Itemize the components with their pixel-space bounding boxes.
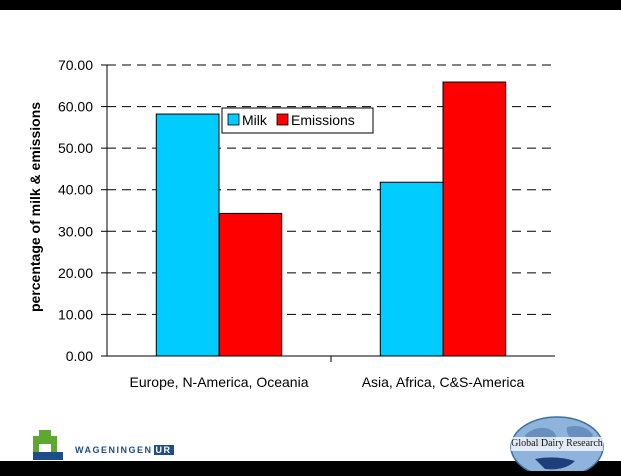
bar-emissions-1 — [442, 81, 507, 357]
y-tick-label: 30.00 — [58, 223, 93, 239]
global-dairy-research-logo: Global Dairy Research — [505, 415, 609, 476]
wageningen-ur-mark-icon — [33, 430, 63, 460]
y-tick-label: 20.00 — [58, 265, 93, 281]
wageningen-ur-logo: WAGENINGEN UR — [33, 430, 183, 466]
x-category-labels: Europe, N-America, Oceania Asia, Africa, … — [130, 374, 525, 390]
y-tick-label: 0.00 — [66, 348, 93, 364]
legend-label-milk: Milk — [242, 112, 268, 128]
legend-label-emissions: Emissions — [291, 112, 355, 128]
wageningen-ur-wordmark: WAGENINGEN UR — [75, 445, 174, 455]
bar-milk-1 — [379, 181, 444, 357]
y-tick-label: 70.00 — [58, 57, 93, 73]
bar-milk-0 — [155, 113, 220, 357]
x-category-label: Europe, N-America, Oceania — [130, 374, 309, 390]
legend-swatch-milk — [227, 113, 240, 126]
x-category-label: Asia, Africa, C&S-America — [362, 374, 525, 390]
slide: 0.00 10.00 20.00 30.00 40.00 50.00 60.00 70.00 … — [0, 10, 621, 476]
y-tick-label: 60.00 — [58, 99, 93, 115]
bars — [155, 81, 507, 357]
y-tick-label: 10.00 — [58, 306, 93, 322]
y-tick-labels: 0.00 10.00 20.00 30.00 40.00 50.00 60.00 70.00 — [58, 57, 107, 364]
axes — [106, 65, 555, 362]
legend-box — [221, 107, 374, 134]
y-tick-label: 50.00 — [58, 140, 93, 156]
bar-emissions-0 — [218, 212, 283, 357]
y-tick-label: 40.00 — [58, 182, 93, 198]
y-axis-title: percentage of milk & emissions — [27, 102, 43, 312]
bar-chart: 0.0010.0020.0030.0040.0050.0060.0070.00 … — [27, 57, 555, 390]
legend: Milk Emissions — [221, 107, 374, 134]
legend-swatch-emissions — [276, 113, 289, 126]
global-dairy-research-label: Global Dairy Research — [511, 438, 603, 449]
